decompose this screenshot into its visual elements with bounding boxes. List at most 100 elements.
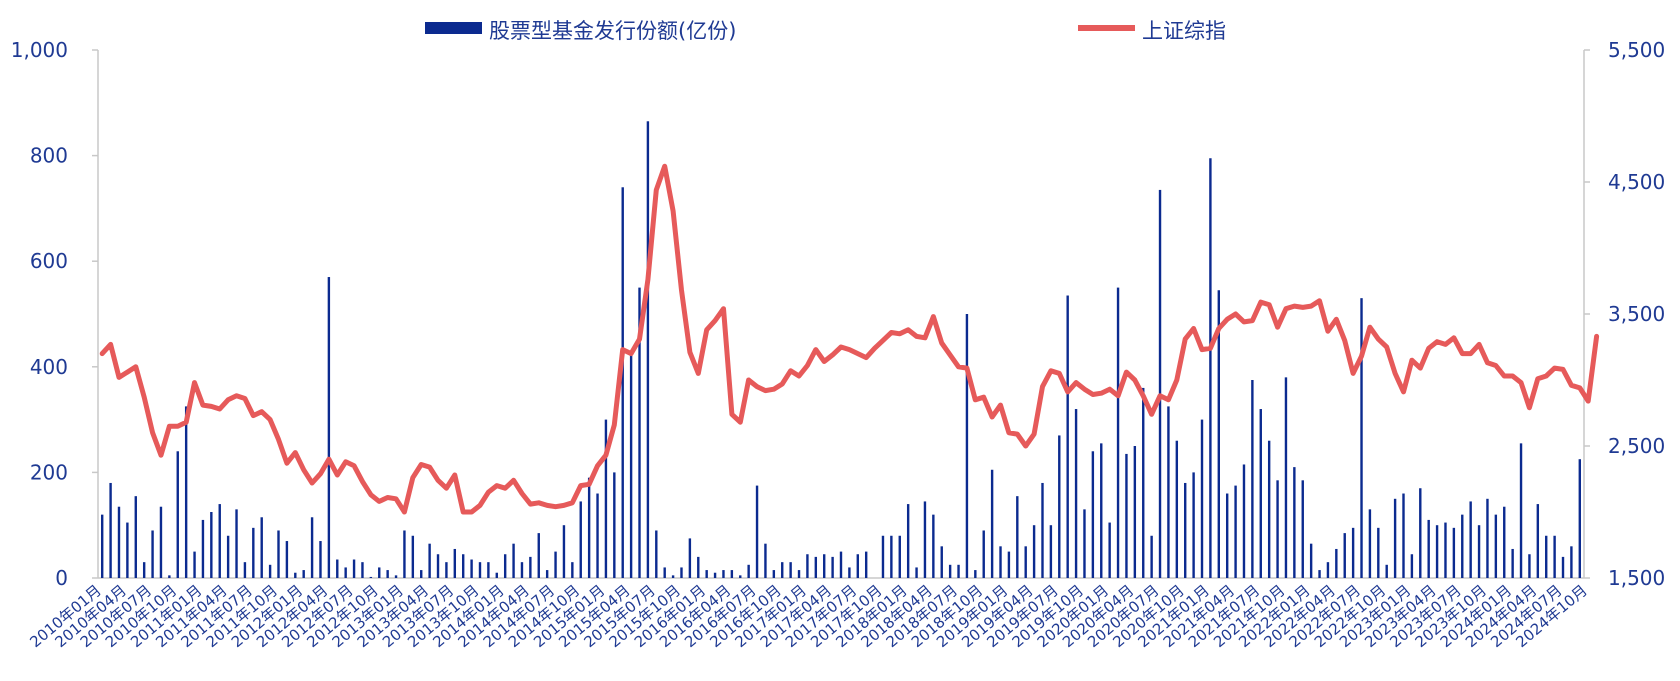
bar	[948, 564, 952, 578]
bar	[1293, 467, 1296, 578]
bar	[1318, 570, 1321, 578]
bar	[722, 570, 725, 578]
bar	[1393, 498, 1397, 578]
bar	[814, 556, 818, 578]
bar	[1419, 488, 1422, 578]
bar	[982, 530, 985, 578]
bar	[1251, 380, 1254, 578]
bar	[739, 575, 742, 578]
bar	[1116, 287, 1120, 578]
bar	[260, 517, 263, 578]
bar	[831, 556, 834, 578]
bar	[881, 535, 885, 578]
bar	[688, 538, 692, 578]
bar	[1074, 409, 1078, 578]
bar-series	[100, 121, 1582, 579]
bar	[445, 562, 448, 578]
bar	[1503, 506, 1506, 578]
bar	[1284, 377, 1288, 578]
bar	[462, 554, 465, 578]
bar	[571, 562, 574, 578]
bar	[1175, 440, 1179, 578]
bar	[864, 551, 868, 578]
bar	[1309, 543, 1313, 578]
bar	[1225, 493, 1229, 578]
bar	[655, 530, 658, 578]
bar	[579, 501, 582, 578]
bar	[932, 514, 935, 578]
bar	[176, 451, 179, 578]
bar	[705, 570, 708, 578]
bar	[1150, 535, 1153, 578]
bar	[1234, 485, 1237, 578]
bar	[1016, 496, 1019, 578]
bar	[1032, 525, 1036, 578]
bar	[378, 567, 381, 578]
y-left-tick-label: 1,000	[11, 38, 68, 62]
bar	[478, 562, 482, 578]
bar	[1326, 562, 1330, 578]
bar	[1368, 509, 1372, 578]
bar	[159, 506, 163, 578]
bar	[529, 556, 532, 578]
bar	[386, 570, 389, 578]
bar	[1377, 527, 1380, 578]
bar	[1578, 459, 1582, 578]
bar	[1276, 480, 1279, 578]
bar	[1133, 446, 1137, 578]
axes: 0 200 400 600 800 1,000 1,500 2,500 3,500 4,500 5,…	[11, 38, 1666, 590]
bar	[1242, 464, 1246, 578]
bar	[1545, 535, 1548, 578]
bar	[1066, 295, 1069, 578]
bar	[344, 567, 347, 578]
bar	[1561, 556, 1565, 578]
bar	[613, 472, 616, 578]
bar	[1058, 435, 1061, 578]
bar	[1167, 406, 1170, 578]
bar	[1184, 482, 1187, 578]
bar	[1452, 527, 1456, 578]
bar	[638, 287, 641, 578]
y-right-tick-label: 4,500	[1608, 170, 1665, 194]
bar	[1486, 498, 1489, 578]
bar	[277, 530, 280, 578]
bar	[537, 533, 540, 578]
bar	[1519, 443, 1523, 578]
bar	[436, 554, 440, 578]
y-left-tick-label: 200	[30, 460, 68, 484]
legend: 股票型基金发行份额(亿份) 上证综指	[425, 19, 1226, 43]
bar	[1024, 546, 1027, 578]
bar	[554, 551, 557, 578]
line-series	[99, 163, 1600, 515]
bar	[218, 504, 221, 578]
bar	[747, 564, 750, 578]
y-right-tick-label: 5,500	[1608, 38, 1665, 62]
bar	[268, 564, 272, 578]
bar	[965, 314, 969, 578]
legend-line-label: 上证综指	[1142, 19, 1226, 43]
bar	[1435, 525, 1439, 578]
bar	[352, 559, 356, 578]
bar	[697, 556, 700, 578]
bar	[1494, 514, 1498, 578]
bar	[1158, 189, 1162, 579]
bar	[923, 501, 927, 578]
bar	[957, 564, 960, 578]
bar	[1100, 443, 1103, 578]
bar	[319, 541, 322, 578]
bar	[487, 562, 490, 578]
bar	[755, 485, 759, 578]
bar	[235, 509, 238, 578]
bar	[126, 522, 129, 578]
bar	[302, 570, 305, 578]
bar	[1511, 548, 1514, 578]
bar	[890, 535, 893, 578]
bar	[1343, 533, 1346, 578]
bar	[1108, 522, 1111, 578]
x-axis-ticks: 2010年01月2010年04月2010年07月2010年10月2011年01月…	[26, 581, 1590, 651]
y-right-tick-label: 3,500	[1608, 302, 1665, 326]
bar	[310, 517, 314, 578]
bar	[1360, 298, 1363, 578]
bar	[1385, 564, 1388, 578]
bar	[134, 496, 137, 578]
